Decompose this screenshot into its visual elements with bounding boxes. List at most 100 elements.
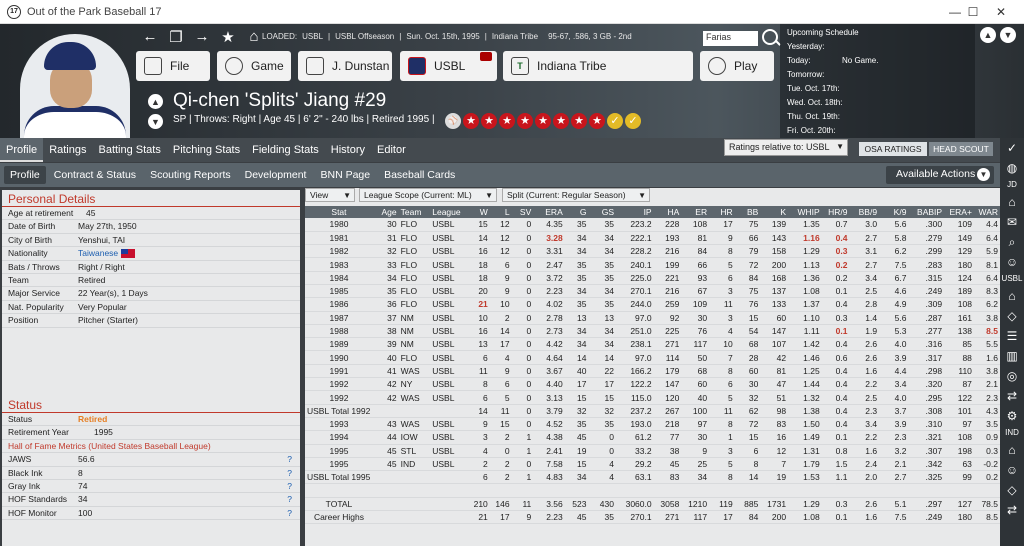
table-row[interactable]: 1988 38 NM USBL 16 14 0 2.73 34 34 251.0 225 76 4 54 14… [305,324,1000,339]
stat-cell[interactable]: TOTAL [305,497,373,512]
tab-pitching-stats[interactable]: Pitching Stats [172,144,241,156]
table-row[interactable]: USBL Total 1992 14 11 0 3.79 32 32 237.2 267 100 1… [305,404,1000,418]
mail-icon[interactable]: ✉ [1006,215,1018,229]
column-header-l[interactable]: L [489,206,512,218]
home-icon[interactable]: ⌂ [1008,195,1016,209]
table-row[interactable]: Career Highs 21 17 9 2.23 45 35 270.1 271 117 17 84… [305,510,1000,525]
minimize-button[interactable]: — [949,5,961,19]
stat-cell[interactable]: 1992 [305,377,373,392]
split-select[interactable]: Split (Current: Regular Season) ▼ [502,188,650,202]
column-header-league[interactable]: League [430,206,468,218]
stat-cell[interactable]: 1981 [305,231,373,246]
close-button[interactable]: ✕ [995,5,1007,19]
column-header-gs[interactable]: GS [588,206,616,218]
head-scout-button[interactable]: HEAD SCOUT [929,142,993,156]
tab-ratings[interactable]: Ratings [49,144,87,156]
column-header-era[interactable]: ERA [533,206,565,218]
globe-icon[interactable]: ◍ [1006,161,1018,175]
stat-cell[interactable]: 1995 [305,444,373,458]
stat-cell[interactable]: USBL Total 1995 [305,470,373,485]
table-row[interactable] [305,483,1000,498]
stat-cell[interactable] [305,483,373,498]
stat-cell[interactable]: 1993 [305,417,373,432]
help-icon[interactable]: ? [287,454,292,465]
column-header-era-[interactable]: ERA+ [944,206,974,218]
transfer-icon[interactable]: ⇄ [1006,503,1018,517]
subtab-baseball-cards[interactable]: Baseball Cards [384,169,456,181]
stat-cell[interactable]: 1987 [305,311,373,325]
subtab-scouting-reports[interactable]: Scouting Reports [150,169,231,181]
column-header-bb[interactable]: BB [734,206,761,218]
table-row[interactable]: 1995 45 STL USBL 4 0 1 2.41 19 0 33.2 38 9 3 6 12 1.31 0.… [305,444,1000,458]
home-icon[interactable]: ⌂ [1008,443,1016,457]
column-header-w[interactable]: W [467,206,490,218]
stat-cell[interactable]: 1980 [305,218,373,232]
subtab-development[interactable]: Development [244,169,307,181]
subtab-contract-status[interactable]: Contract & Status [53,169,137,181]
osa-ratings-button[interactable]: OSA RATINGS [859,142,927,156]
tab-profile[interactable]: Profile [0,138,44,162]
stat-cell[interactable]: 1992 [305,390,373,405]
search-icon[interactable]: ⌕ [1008,234,1016,249]
column-header-bb-9[interactable]: BB/9 [849,206,880,218]
manager-button[interactable]: J. Dunstan [298,51,392,81]
ratings-relative-select[interactable]: Ratings relative to: USBL ▼ [724,139,848,156]
transfer-icon[interactable]: ⇄ [1006,389,1018,403]
forward-arrow-icon[interactable]: → [194,28,210,45]
schedule-up-chevron-icon[interactable]: ▲ [980,27,996,43]
table-row[interactable]: 1993 43 WAS USBL 9 15 0 4.52 35 35 193.0 218 97 8 72 83… [305,417,1000,432]
column-header-stat[interactable]: Stat [305,206,373,218]
person-icon[interactable]: ☺ [1005,255,1019,269]
table-row[interactable]: 1984 34 FLO USBL 18 9 0 3.72 35 35 225.0 221 93 6 84 16… [305,271,1000,285]
baseball-icon[interactable]: ◎ [1006,369,1018,383]
game-button[interactable]: Game [217,51,291,81]
tab-history[interactable]: History [330,144,366,156]
tab-batting-stats[interactable]: Batting Stats [98,144,161,156]
table-row[interactable]: 1992 42 WAS USBL 6 5 0 3.13 15 15 115.0 120 40 5 32 51 1… [305,390,1000,405]
league-button[interactable]: USBL [400,51,497,81]
search-input[interactable]: Farias [703,31,758,46]
table-row[interactable]: 1986 36 FLO USBL 21 10 0 4.02 35 35 244.0 259 109 11 7… [305,297,1000,312]
person-icon[interactable]: ☺ [1005,463,1019,477]
column-header-ip[interactable]: IP [615,206,654,218]
table-row[interactable]: 1982 32 FLO USBL 16 12 0 3.31 34 34 228.2 216 84 8 79 1… [305,244,1000,259]
home-icon[interactable]: ⌂ [1008,289,1016,303]
stat-cell[interactable]: 1994 [305,430,373,445]
file-button[interactable]: File [136,51,210,81]
help-icon[interactable]: ? [287,507,292,518]
stat-cell[interactable]: 1982 [305,244,373,259]
view-select[interactable]: View ▼ [305,188,355,202]
column-header-k[interactable]: K [760,206,789,218]
team-button[interactable]: T Indiana Tribe [503,51,693,81]
next-player-chevron-down-icon[interactable]: ▼ [148,114,163,129]
help-icon[interactable]: ? [287,480,292,491]
stat-cell[interactable]: 1983 [305,257,373,272]
table-row[interactable]: 1983 33 FLO USBL 18 6 0 2.47 35 35 240.1 199 66 5 72 20… [305,257,1000,272]
column-header-ha[interactable]: HA [653,206,682,218]
table-row[interactable]: TOTAL 210 146 11 3.56 523 430 3060.0 3058 1210 119… [305,497,1000,512]
subtab-bnn-page[interactable]: BNN Page [320,169,371,181]
column-header-k-9[interactable]: K/9 [879,206,909,218]
table-row[interactable]: 1994 44 IOW USBL 3 2 1 4.38 45 0 61.2 77 30 1 15 16 1.49… [305,430,1000,445]
table-row[interactable]: 1991 41 WAS USBL 11 9 0 3.67 40 22 166.2 179 68 8 60 81… [305,364,1000,379]
subtab-profile[interactable]: Profile [4,166,46,184]
tab-editor[interactable]: Editor [377,144,406,156]
diamond-icon[interactable]: ◇ [1007,309,1017,323]
column-header-hr-9[interactable]: HR/9 [821,206,850,218]
back-arrow-icon[interactable]: ← [142,28,158,45]
table-row[interactable]: 1992 42 NY USBL 8 6 0 4.40 17 17 122.2 147 60 6 30 47 1.… [305,377,1000,392]
detail-row[interactable]: Nationality Taiwanese [2,247,300,261]
available-actions-button[interactable]: Available Actions ▼ [886,166,994,184]
stat-cell[interactable]: 1985 [305,284,373,299]
table-row[interactable]: USBL Total 1995 6 2 1 4.83 34 4 63.1 83 34 8 14 19 1.… [305,470,1000,485]
list-icon[interactable]: ☰ [1006,329,1018,343]
column-header-war[interactable]: WAR [973,206,1000,218]
stat-cell[interactable]: 1989 [305,337,373,352]
column-header-babip[interactable]: BABIP [908,206,945,218]
column-header-sv[interactable]: SV [511,206,534,218]
stat-cell[interactable]: USBL Total 1992 [305,404,373,418]
stat-cell[interactable]: 1991 [305,364,373,379]
help-icon[interactable]: ? [287,467,292,478]
copy-icon[interactable]: ❐ [169,29,183,46]
column-header-er[interactable]: ER [681,206,710,218]
